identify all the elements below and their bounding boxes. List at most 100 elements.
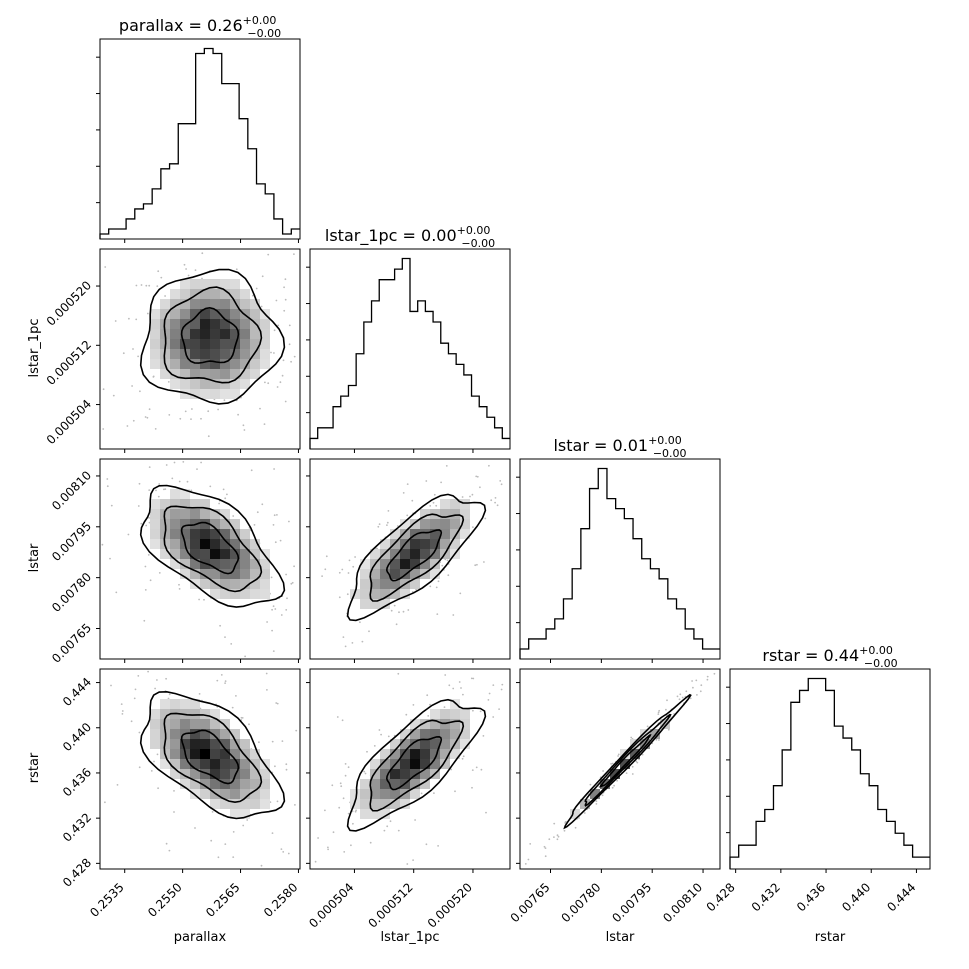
density-cell	[150, 349, 160, 359]
density-cell	[250, 359, 260, 369]
density-cell	[240, 769, 250, 779]
density-cell	[230, 579, 240, 589]
density-cell	[400, 759, 410, 769]
density-cell	[190, 699, 200, 709]
density-cell	[440, 759, 450, 769]
density-cell	[260, 769, 270, 779]
scatter-point	[284, 298, 287, 301]
contour-line	[385, 529, 443, 582]
density-cell	[190, 289, 200, 299]
scatter-point	[327, 848, 329, 851]
density-cell	[240, 559, 250, 569]
scatter-point	[276, 800, 279, 803]
scatter-point	[317, 837, 319, 839]
density-cell	[170, 289, 180, 299]
ytick-label-lstar_1pc: 0.000520	[44, 278, 94, 328]
density-cell	[460, 509, 470, 519]
scatter-point	[529, 843, 532, 845]
density-cell	[450, 719, 460, 729]
scatter-point	[676, 695, 679, 698]
scatter-point	[198, 598, 201, 601]
scatter-point	[496, 504, 499, 507]
density-cell	[230, 759, 240, 769]
scatter-point	[242, 424, 245, 427]
density-cell	[150, 329, 160, 339]
hist-bar	[668, 599, 677, 659]
scatter-point	[266, 689, 268, 691]
scatter-point	[148, 489, 151, 491]
scatter-point	[140, 522, 143, 525]
density-cell	[420, 539, 430, 549]
density-cell	[250, 299, 260, 309]
hist-bar	[170, 164, 179, 239]
scatter-point	[260, 864, 263, 867]
density-cell	[150, 539, 160, 549]
scatter-point	[699, 690, 702, 693]
panel-lstar_1pc-vs-rstar	[309, 668, 511, 870]
scatter-point	[527, 858, 530, 861]
density-cell	[390, 789, 400, 799]
hist-panel-rstar	[726, 668, 931, 870]
scatter-point	[461, 757, 464, 760]
scatter-point	[452, 687, 455, 690]
density-cell	[390, 589, 400, 599]
scatter-point	[127, 533, 130, 536]
scatter-point	[342, 797, 345, 800]
scatter-point	[501, 683, 504, 686]
density-cell	[220, 549, 230, 559]
hist-bar	[834, 726, 843, 869]
scatter-point	[462, 755, 465, 758]
scatter-point	[351, 642, 354, 644]
panel-frame	[99, 668, 301, 870]
hist-bar	[161, 169, 170, 239]
scatter-point	[706, 675, 709, 678]
density-cell	[190, 299, 200, 309]
density-cell	[210, 359, 220, 369]
scatter-point	[143, 619, 146, 622]
density-cell	[180, 309, 190, 319]
scatter-point	[288, 520, 290, 523]
scatter-point	[153, 760, 155, 763]
contour-line	[163, 505, 263, 593]
scatter-point	[273, 514, 276, 517]
density-cell	[210, 559, 220, 569]
xtick-label-lstar_1pc: 0.000504	[306, 880, 356, 930]
contour-line	[163, 286, 263, 384]
ylabel-lstar-1pc: lstar_1pc	[27, 319, 42, 378]
xlabel-lstar-1pc: lstar_1pc	[381, 930, 440, 945]
scatter-point	[232, 831, 235, 833]
scatter-point	[186, 480, 189, 483]
scatter-point	[475, 475, 478, 478]
density-cell	[230, 329, 240, 339]
density-cell	[450, 509, 460, 519]
hist-bar	[433, 322, 441, 449]
hist-bar	[607, 499, 616, 659]
ytick-label-lstar: 0.00765	[49, 621, 94, 666]
scatter-point	[397, 672, 400, 675]
scatter-point	[500, 483, 503, 486]
density-cell	[190, 759, 200, 769]
scatter-point	[164, 488, 167, 490]
density-cell	[200, 539, 210, 549]
hist-bar	[860, 774, 869, 869]
density-cell	[590, 789, 600, 799]
hist-bar	[464, 375, 472, 449]
scatter-point	[217, 408, 220, 411]
scatter-point	[544, 847, 547, 849]
density-cell	[440, 499, 450, 509]
density-cell	[170, 329, 180, 339]
density-cell	[230, 729, 240, 739]
scatter-point	[692, 686, 694, 689]
scatter-point	[295, 729, 298, 732]
scatter-point	[210, 839, 213, 842]
hist-bar	[808, 679, 817, 869]
density-cell	[230, 539, 240, 549]
scatter-point	[134, 688, 137, 691]
scatter-point	[288, 343, 291, 346]
density-cell	[170, 309, 180, 319]
density-cell	[240, 569, 250, 579]
scatter-point	[386, 825, 389, 828]
scatter-point	[275, 299, 278, 302]
density-cell	[230, 519, 240, 529]
density-cell	[200, 369, 210, 379]
